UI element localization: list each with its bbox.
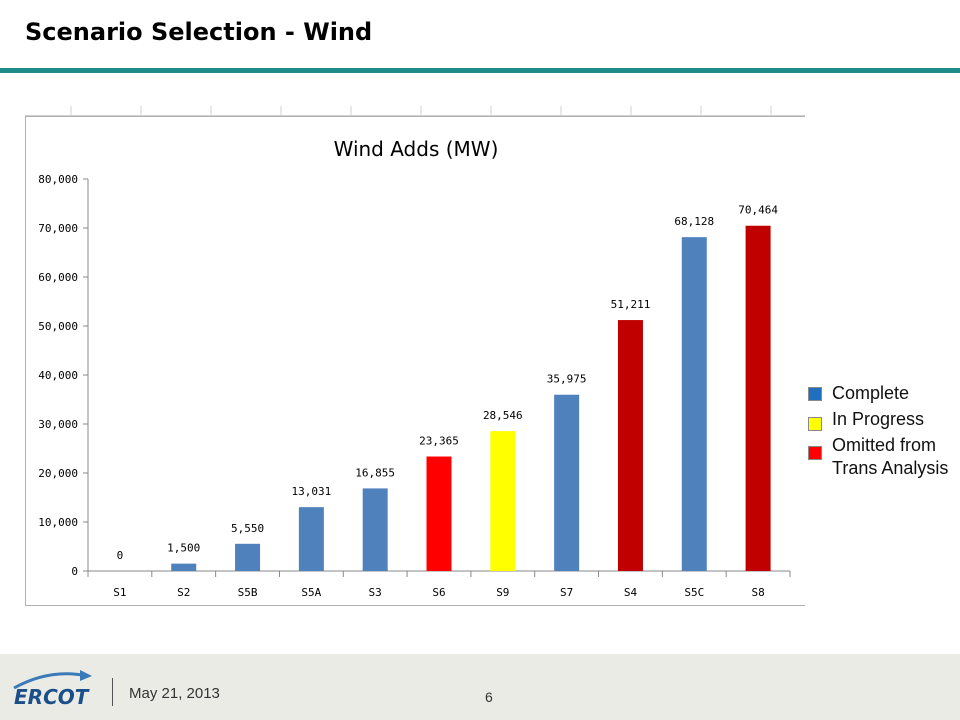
bar-s8 xyxy=(745,225,771,572)
bar-s7 xyxy=(554,394,580,571)
bars xyxy=(171,225,771,572)
logo-text: ERCOT xyxy=(14,685,90,709)
bar-s5c xyxy=(681,237,707,572)
chart-frame xyxy=(25,116,805,606)
data-label: 68,128 xyxy=(674,215,714,228)
page-number: 6 xyxy=(485,689,493,705)
y-tick-label: 0 xyxy=(71,565,78,578)
x-tick-label: S1 xyxy=(113,586,126,599)
footer-divider xyxy=(112,678,113,706)
title-rule xyxy=(0,68,960,73)
chart-title: Wind Adds (MW) xyxy=(334,137,499,161)
y-tick-label: 40,000 xyxy=(38,369,78,382)
x-tick-label: S6 xyxy=(432,586,445,599)
legend-swatch-omitted xyxy=(808,446,822,460)
y-tick-label: 20,000 xyxy=(38,467,78,480)
bar-s2 xyxy=(171,563,197,571)
y-tick-label: 80,000 xyxy=(38,173,78,186)
data-label: 0 xyxy=(117,549,124,562)
data-label: 5,550 xyxy=(231,522,264,535)
y-tick-label: 50,000 xyxy=(38,320,78,333)
bar-s9 xyxy=(490,431,516,571)
data-label: 51,211 xyxy=(611,298,651,311)
data-label: 35,975 xyxy=(547,373,587,386)
x-tick-label: S5B xyxy=(238,586,258,599)
x-tick-label: S4 xyxy=(624,586,638,599)
footer-date: May 21, 2013 xyxy=(129,685,220,702)
data-label: 70,464 xyxy=(738,204,778,217)
page-title: Scenario Selection - Wind xyxy=(25,18,373,46)
legend-swatch-in-progress xyxy=(808,417,822,431)
x-tick-label: S9 xyxy=(496,586,509,599)
x-tick-label: S2 xyxy=(177,586,190,599)
ercot-logo: ERCOT xyxy=(13,670,92,709)
data-label: 13,031 xyxy=(291,485,331,498)
bar-s6 xyxy=(426,456,452,571)
data-label: 28,546 xyxy=(483,409,523,422)
data-label: 23,365 xyxy=(419,435,459,448)
legend-label-in-progress: In Progress xyxy=(832,409,925,429)
x-axis: S1 S2 S5B S5A S3 S6 S9 S7 S4 S5C S8 xyxy=(87,570,791,599)
data-label: 16,855 xyxy=(355,466,395,479)
x-tick-label: S5A xyxy=(301,586,321,599)
bar-s5a xyxy=(298,507,324,571)
y-tick-label: 70,000 xyxy=(38,222,78,235)
data-label: 1,500 xyxy=(167,542,200,555)
x-tick-label: S8 xyxy=(751,586,764,599)
x-tick-label: S5C xyxy=(684,586,704,599)
footer: ERCOT May 21, 2013 6 xyxy=(0,654,960,720)
legend-label-complete: Complete xyxy=(832,383,910,403)
y-axis: 0 10,000 20,000 30,000 40,000 50,000 60,000 70,… xyxy=(38,173,89,578)
bar-s5b xyxy=(235,543,261,571)
legend-swatch-complete xyxy=(808,387,822,401)
y-tick-label: 10,000 xyxy=(38,516,78,529)
y-tick-label: 60,000 xyxy=(38,271,78,284)
data-labels: 0 1,500 5,550 13,031 16,855 23,365 28,546 35,97… xyxy=(117,204,779,562)
x-tick-label: S3 xyxy=(369,586,382,599)
x-tick-label: S7 xyxy=(560,586,573,599)
y-tick-label: 30,000 xyxy=(38,418,78,431)
bar-s4 xyxy=(617,320,643,571)
legend-label-omitted: Omitted from Trans Analysis xyxy=(832,435,949,478)
bar-s3 xyxy=(362,488,388,571)
sheet-grid-strip xyxy=(25,106,805,116)
